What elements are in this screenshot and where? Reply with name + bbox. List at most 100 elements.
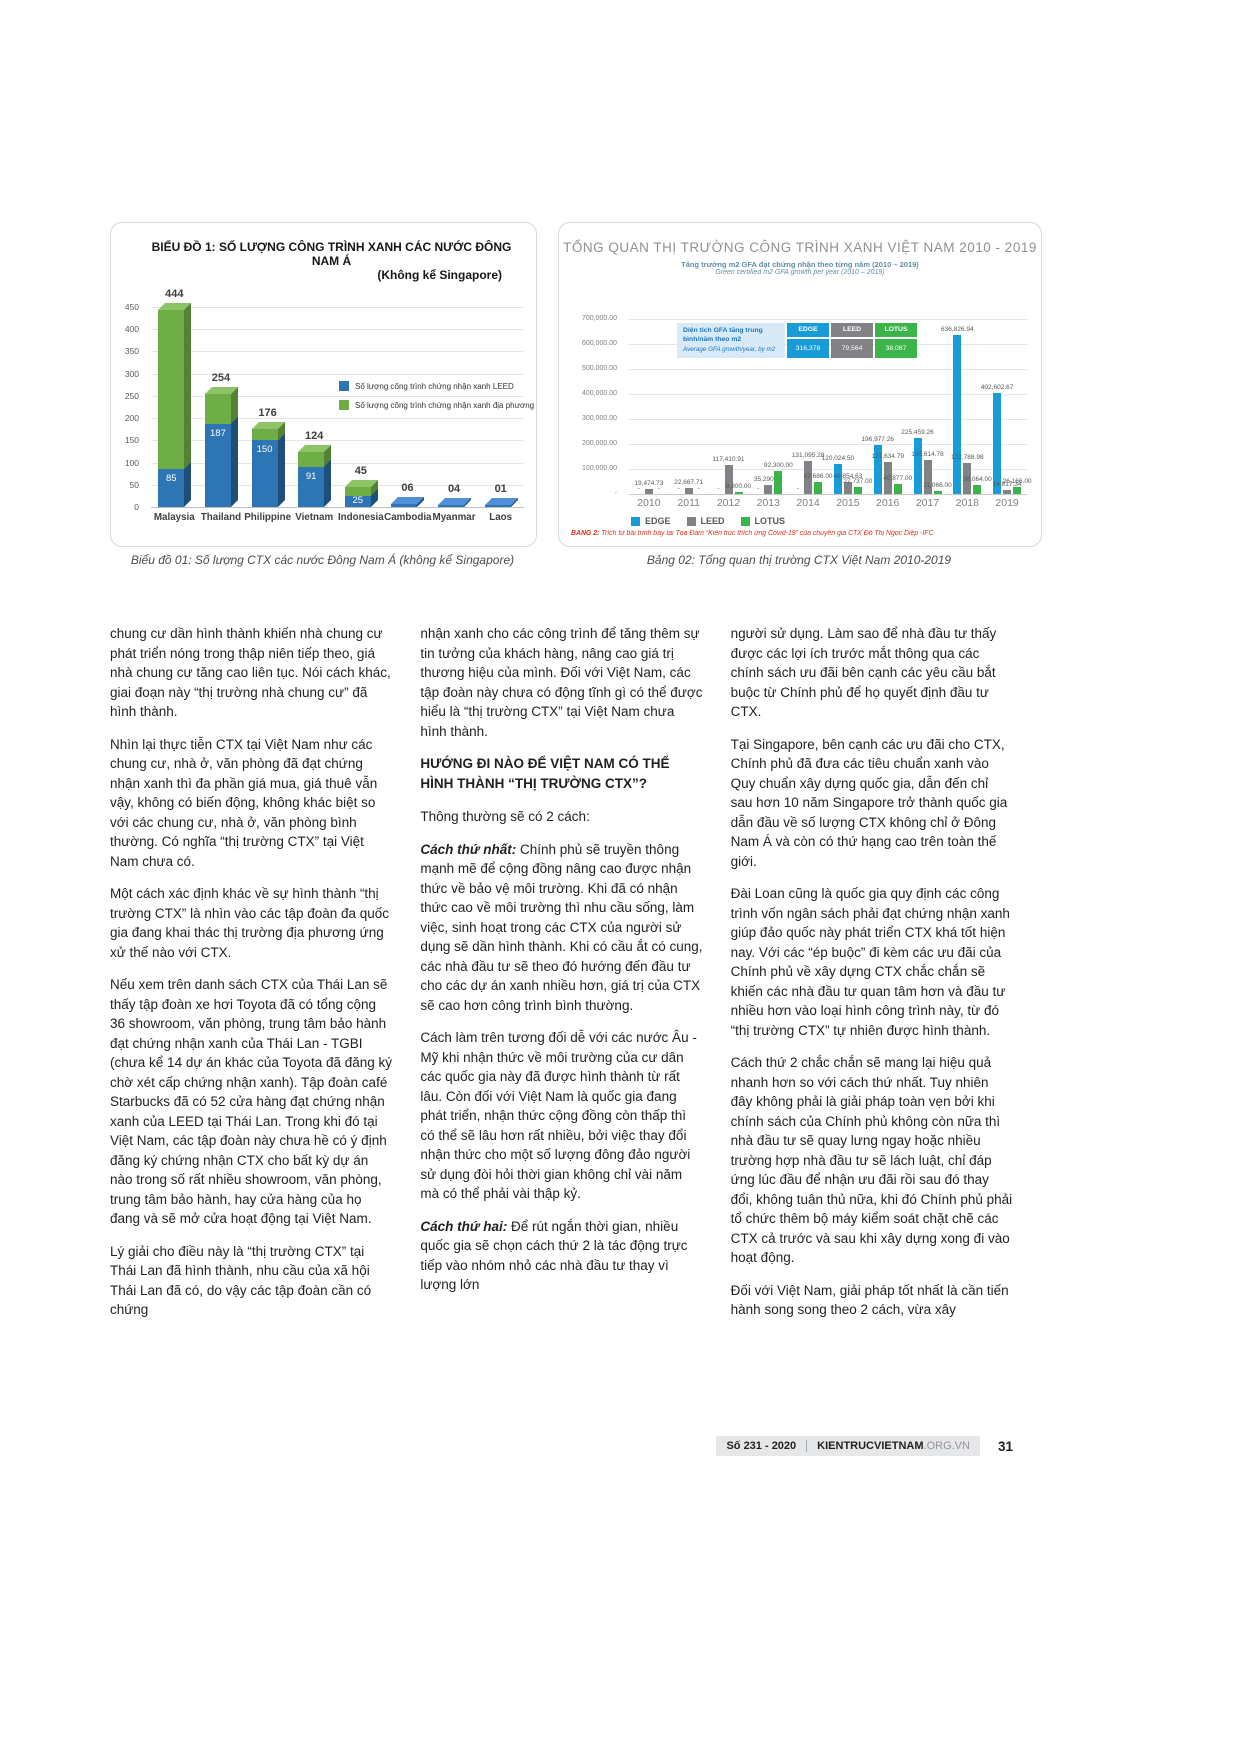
bar-zero-label: -	[717, 485, 720, 492]
bar-value-label: 35,290.52	[753, 476, 783, 484]
gridline	[151, 462, 524, 464]
bar-leed-2019	[1003, 490, 1012, 494]
bar-vietnam	[298, 444, 332, 507]
bar-segment-local	[344, 487, 371, 496]
paragraph: Nhìn lại thực tiễn CTX tại Việt Nam như …	[110, 736, 378, 869]
bar-front	[438, 505, 465, 507]
bar-value-label: 135,614.78	[911, 451, 944, 459]
gfa-table-value-edge: 316,378	[787, 339, 829, 358]
x-tick-label: 2017	[915, 497, 940, 509]
gfa-table-header-edge: EDGE	[787, 323, 829, 337]
sea-chart-legend: Số lượng công trình chứng nhận xanh LEED…	[339, 381, 534, 410]
bar-front	[298, 451, 325, 507]
bar-side-face	[324, 444, 332, 507]
vn-source-text: Trích từ bài trình bày tại Tọa Đàm “Kiến…	[599, 530, 934, 537]
y-tick-label: 0	[134, 502, 139, 512]
y-tick-label: 500,000.00	[581, 365, 617, 372]
bar-value-label: 402,602.67	[980, 384, 1014, 392]
footer-divider	[806, 1440, 808, 1452]
bar-value-label: 117,410.91	[712, 455, 745, 463]
bar-edge-2019	[993, 393, 1002, 494]
legend-item-edge: EDGE	[631, 516, 671, 526]
bar-inner-label: 25	[352, 495, 364, 506]
paragraph: chung cư dần hình thành khiến nhà chung …	[110, 626, 391, 719]
bar-value-label: 122,788.98	[951, 454, 984, 462]
legend-swatch-lotus-icon	[740, 516, 750, 526]
bar-value-label: 8,800.00	[725, 482, 752, 490]
legend-item-lotus: LOTUS	[740, 516, 786, 526]
legend-label-leed: Số lượng công trình chứng nhận xanh LEED	[355, 381, 514, 391]
gfa-table-label-en: Average GFA growth/year, by m2	[683, 345, 776, 353]
gfa-table-col-edge: EDGE 316,378	[787, 323, 829, 358]
paragraph: Tại Singapore, bên cạnh các ưu đãi cho C…	[730, 736, 1008, 869]
bar-segment-leed	[344, 495, 371, 507]
gridline	[629, 469, 1027, 470]
y-tick-label: 150	[124, 435, 139, 446]
bar-zero-label: -	[657, 485, 660, 492]
paragraph: Cách thứ nhất: Chính phủ sẽ truyền thông…	[420, 841, 703, 1013]
vn-chart-yaxis: 700,000.00 600,000.00 500,000.00 400,000.00…	[559, 315, 621, 497]
bar-value-label: 27,737.00	[843, 478, 873, 486]
bar-leed-2018	[963, 463, 972, 494]
gfa-table-header-leed: LEED	[831, 323, 873, 337]
gridline	[151, 351, 524, 353]
bar-value-label: 225,459.26	[901, 428, 934, 436]
bar-value-label: 19,474.73	[634, 480, 664, 488]
bar-segment-leed	[158, 469, 185, 507]
footer-site-light: .ORG.VN	[923, 1440, 970, 1452]
bar-philippine	[251, 421, 285, 507]
bar-total-label: 04	[447, 483, 461, 496]
y-tick-label: 300	[124, 368, 139, 379]
x-tick-label: Malaysia	[153, 512, 195, 523]
bar-front	[158, 309, 185, 507]
gridline	[629, 369, 1027, 370]
gfa-table-header-lotus: LOTUS	[875, 323, 917, 337]
paragraph: Một cách xác định khác về sự hình thành …	[110, 886, 390, 960]
paragraph: Nếu xem trên danh sách CTX của Thái Lan …	[110, 977, 393, 1226]
article-columns: chung cư dần hình thành khiến nhà chung …	[110, 624, 1013, 1333]
bar-leed-2012	[724, 464, 733, 494]
x-tick-label: 2013	[756, 497, 780, 509]
bar-front	[484, 505, 511, 507]
text-column-3: người sử dụng. Làm sao để nhà đầu tư thấ…	[731, 624, 1013, 1333]
x-tick-label: Indonesia	[337, 512, 384, 523]
paragraph: Đài Loan cũng là quốc gia quy định các c…	[730, 886, 1010, 1038]
gfa-average-table-label: Diện tích GFA tăng trung bình/năm theo m…	[677, 323, 785, 358]
legend-swatch-local-icon	[339, 400, 349, 410]
bar-zero-label: -	[797, 485, 800, 492]
paragraph: người sử dụng. Làm sao để nhà đầu tư thấ…	[730, 626, 997, 719]
y-tick-label: 350	[124, 346, 139, 357]
bar-edge-2018	[953, 334, 962, 494]
bar-leed-2016	[883, 462, 892, 494]
bar-edge-2015	[833, 464, 842, 494]
bar-total-label: 176	[258, 406, 277, 419]
bar-indonesia	[344, 480, 378, 507]
footer-website: KIENTRUCVIETNAM.ORG.VN	[817, 1440, 970, 1452]
bar-lotus-2019	[1013, 487, 1022, 494]
legend-label-lotus: LOTUS	[754, 516, 786, 526]
bar-leed-2010	[644, 489, 653, 494]
x-tick-label: 2018	[955, 497, 979, 509]
paragraph: Cách thứ hai: Để rút ngắn thời gian, nhi…	[420, 1218, 688, 1293]
bar-value-label: 127,634.79	[871, 453, 904, 461]
bar-zero-label: -	[697, 485, 700, 492]
bar-front	[204, 394, 231, 507]
bar-segment-leed	[391, 504, 418, 507]
bar-value-label: 26,166.00	[1002, 478, 1032, 486]
gfa-table-col-leed: LEED 79,564	[831, 323, 873, 358]
bar-total-label: 06	[401, 482, 414, 495]
bar-segment-local	[158, 309, 185, 470]
x-tick-label: Myanmar	[432, 512, 476, 523]
gridline	[151, 440, 524, 442]
legend-label-leed2: LEED	[700, 516, 725, 526]
gfa-table-value-leed: 79,564	[831, 339, 873, 358]
bar-lotus-2016	[893, 483, 902, 494]
y-tick-label: 100	[124, 457, 139, 468]
legend-label-edge: EDGE	[645, 516, 671, 526]
paragraph: Cách làm trên tương đối dễ với các nước …	[420, 1030, 697, 1201]
bar-segment-local	[204, 394, 231, 424]
paragraph: Thông thường sẽ có 2 cách:	[420, 809, 590, 824]
text-column-1: chung cư dần hình thành khiến nhà chung …	[110, 624, 392, 1333]
bar-segment-leed	[251, 440, 278, 507]
